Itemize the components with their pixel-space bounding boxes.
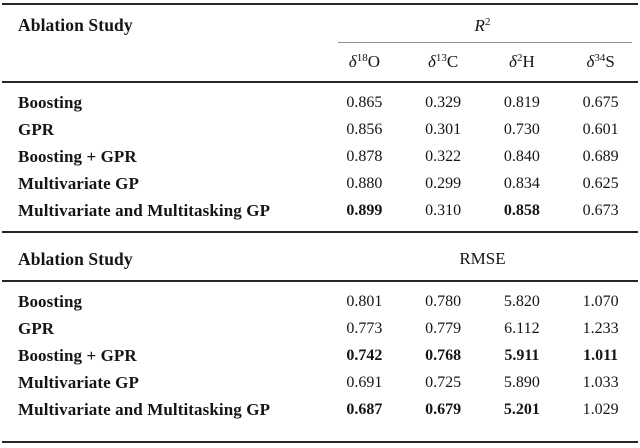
element-symbol: H <box>522 52 535 71</box>
model-label: Boosting <box>18 291 83 311</box>
table-row-boosting-rmse: Boosting 0.801 0.780 5.820 1.070 <box>0 288 640 315</box>
metric-value: 5.890 <box>503 373 540 391</box>
bottom-rule <box>2 441 638 443</box>
isotope-superscript: 2 <box>516 52 523 64</box>
table-row-boosting-r2: Boosting 0.865 0.329 0.819 0.675 <box>0 89 640 116</box>
r2-table-body: Boosting 0.865 0.329 0.819 0.675 GPR 0.8… <box>0 83 640 231</box>
delta-symbol: δ <box>586 52 595 71</box>
table-row-boosting-gpr-r2: Boosting + GPR 0.878 0.322 0.840 0.689 <box>0 143 640 170</box>
metric-rmse: RMSE <box>459 249 506 268</box>
delta-symbol: δ <box>509 52 517 71</box>
metric-value: 0.880 <box>346 174 383 192</box>
section-title-rmse: Ablation Study <box>18 248 133 269</box>
bottom-margin <box>0 443 640 448</box>
metric-superscript: 2 <box>484 15 491 28</box>
metric-value: 1.029 <box>582 400 619 418</box>
metric-value-best: 5.201 <box>503 400 540 418</box>
cmidrule-row <box>0 42 640 43</box>
metric-value: 0.801 <box>346 292 383 310</box>
metric-value-best: 0.899 <box>346 201 383 219</box>
element-symbol: C <box>446 52 459 71</box>
rmse-table-body: Boosting 0.801 0.780 5.820 1.070 GPR 0.7… <box>0 282 640 423</box>
metric-value-best: 0.679 <box>425 400 462 418</box>
metric-value: 0.865 <box>346 93 383 111</box>
metric-value: 0.730 <box>503 120 540 138</box>
rmse-header-bottom-rule <box>2 280 638 282</box>
model-label: Multivariate and Multitasking GP <box>18 200 271 220</box>
metric-value: 0.819 <box>503 93 540 111</box>
r2-header-row: Ablation Study R2 <box>0 5 640 42</box>
table-row-multivariate-multitasking-gp-r2: Multivariate and Multitasking GP 0.899 0… <box>0 197 640 224</box>
isotope-superscript: 13 <box>435 52 447 64</box>
metric-value-best: 0.768 <box>425 346 462 364</box>
metric-symbol: R <box>474 15 485 35</box>
column-header-d18O: δ18O <box>325 52 404 72</box>
metric-value: 0.773 <box>346 319 383 337</box>
r2-cmidrule <box>338 42 632 43</box>
model-label: Multivariate GP <box>18 372 139 392</box>
metric-value: 0.310 <box>425 201 462 219</box>
model-label: Boosting <box>18 92 83 112</box>
metric-value: 0.329 <box>425 93 462 111</box>
column-header-d34S: δ34S <box>561 52 640 72</box>
metric-value: 1.033 <box>582 373 619 391</box>
column-header-d13C: δ13C <box>404 52 483 72</box>
metric-value: 6.112 <box>504 319 540 337</box>
metric-value-best: 0.858 <box>503 201 540 219</box>
rmse-header-row: Ablation Study RMSE <box>0 233 640 280</box>
metric-value: 0.322 <box>425 147 462 165</box>
r2-header-bottom-rule <box>2 81 638 83</box>
isotope-superscript: 34 <box>594 52 606 64</box>
metric-value: 0.856 <box>346 120 383 138</box>
metric-value: 0.299 <box>425 174 462 192</box>
metric-value: 0.780 <box>425 292 462 310</box>
model-label: Multivariate and Multitasking GP <box>18 399 271 419</box>
metric-r2: R2 <box>325 16 640 36</box>
isotope-superscript: 18 <box>356 52 368 64</box>
metric-value: 1.070 <box>582 292 619 310</box>
metric-value: 0.779 <box>425 319 462 337</box>
table-row-multivariate-gp-r2: Multivariate GP 0.880 0.299 0.834 0.625 <box>0 170 640 197</box>
column-header-d2H: δ2H <box>483 52 562 72</box>
top-rule <box>2 3 638 5</box>
metric-value: 0.834 <box>503 174 540 192</box>
metric-value-best: 5.911 <box>504 346 540 364</box>
element-symbol: O <box>367 52 380 71</box>
metric-value: 0.691 <box>346 373 383 391</box>
metric-value: 0.878 <box>346 147 383 165</box>
metric-value-best: 0.687 <box>346 400 383 418</box>
metric-value-best: 1.011 <box>583 346 619 364</box>
model-label: Boosting + GPR <box>18 345 137 365</box>
metric-value: 0.301 <box>425 120 462 138</box>
metric-value: 0.625 <box>582 174 619 192</box>
section-title-r2: Ablation Study <box>18 15 133 35</box>
metric-value: 5.820 <box>503 292 540 310</box>
isotope-header-row: δ18O δ13C δ2H δ34S <box>0 43 640 81</box>
model-label: GPR <box>18 119 55 139</box>
delta-symbol: δ <box>348 52 357 71</box>
table-row-gpr-rmse: GPR 0.773 0.779 6.112 1.233 <box>0 315 640 342</box>
section-divider-rule <box>2 231 638 233</box>
metric-value: 0.601 <box>582 120 619 138</box>
metric-value: 0.689 <box>582 147 619 165</box>
model-label: Multivariate GP <box>18 173 139 193</box>
element-symbol: S <box>605 52 615 71</box>
model-label: GPR <box>18 318 55 338</box>
metric-value: 0.673 <box>582 201 619 219</box>
table-row-multivariate-gp-rmse: Multivariate GP 0.691 0.725 5.890 1.033 <box>0 369 640 396</box>
metric-value: 0.725 <box>425 373 462 391</box>
delta-symbol: δ <box>428 52 436 71</box>
metric-value: 0.675 <box>582 93 619 111</box>
pre-bottom-rule-spacer <box>0 423 640 441</box>
table-row-multivariate-multitasking-gp-rmse: Multivariate and Multitasking GP 0.687 0… <box>0 396 640 423</box>
table-row-boosting-gpr-rmse: Boosting + GPR 0.742 0.768 5.911 1.011 <box>0 342 640 369</box>
table-row-gpr-r2: GPR 0.856 0.301 0.730 0.601 <box>0 116 640 143</box>
metric-value: 1.233 <box>582 319 619 337</box>
metric-value-best: 0.742 <box>346 346 383 364</box>
metric-value: 0.840 <box>503 147 540 165</box>
model-label: Boosting + GPR <box>18 146 137 166</box>
